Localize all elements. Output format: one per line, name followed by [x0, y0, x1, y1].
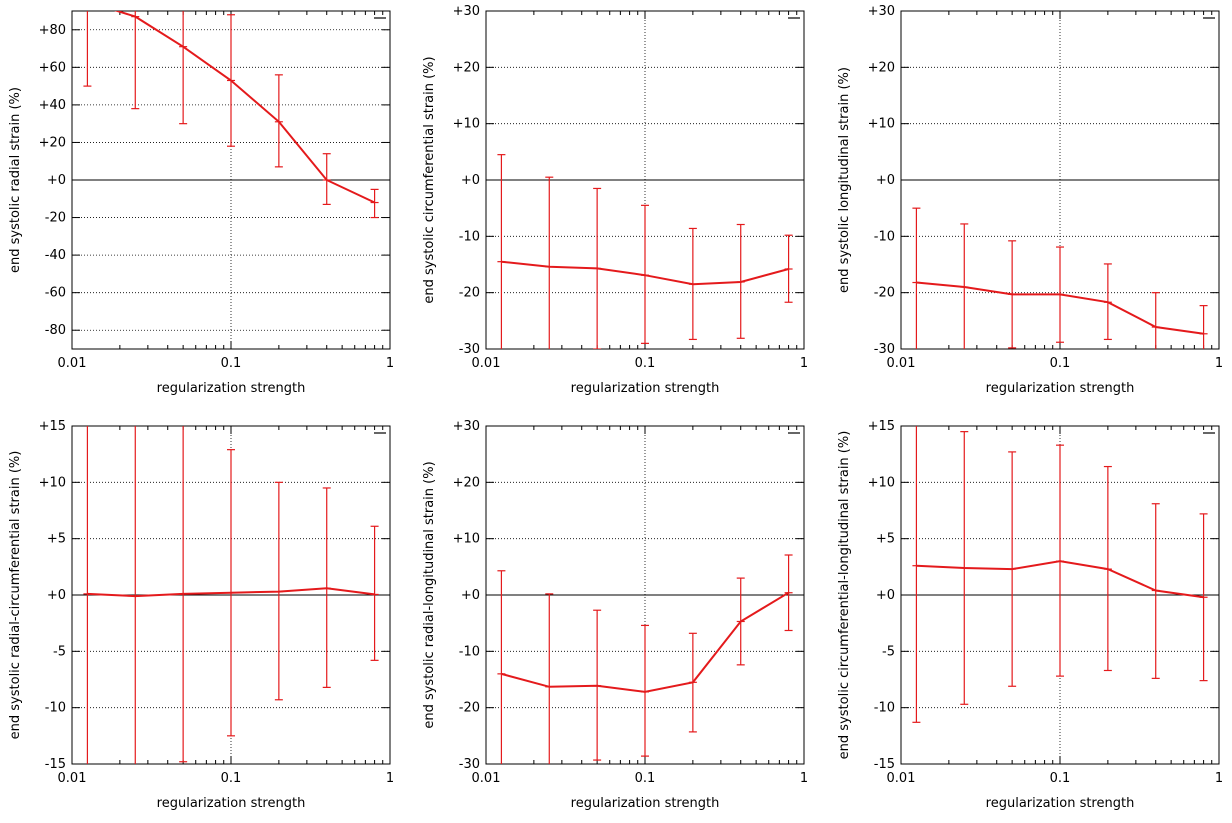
- y-tick-label: +10: [453, 532, 480, 547]
- x-axis-label: regularization strength: [571, 796, 720, 811]
- y-tick-label: -30: [459, 757, 480, 772]
- y-tick-label: +0: [47, 588, 66, 603]
- x-tick-label: 1: [1215, 356, 1223, 371]
- x-axis-label: regularization strength: [986, 796, 1135, 811]
- x-tick-label: 1: [386, 356, 394, 371]
- series-group: [83, 426, 379, 764]
- y-tick-label: +20: [868, 60, 895, 75]
- y-tick-label: +10: [453, 117, 480, 132]
- x-tick-label: 0.01: [472, 771, 501, 786]
- y-tick-label: +0: [461, 173, 480, 188]
- series-line: [916, 560, 1204, 599]
- y-tick-label: +80: [39, 23, 66, 38]
- x-tick-label: 1: [386, 771, 394, 786]
- y-tick-label: +15: [39, 419, 66, 434]
- y-axis-label: end systolic circumferential-longitudina…: [837, 431, 852, 760]
- y-tick-label: +5: [47, 532, 66, 547]
- y-tick-label: -80: [45, 323, 66, 338]
- chart-panel-3: -30 -20 -10 +0 +10 +20 +30 0.01 0.1 1 regularizati…: [837, 4, 1223, 396]
- y-tick-label: -30: [874, 342, 895, 357]
- y-tick-label: -10: [459, 644, 480, 659]
- series-group: [912, 207, 1208, 349]
- x-tick-label: 0.1: [635, 356, 656, 371]
- x-axis-label: regularization strength: [157, 796, 306, 811]
- y-tick-label: -20: [874, 286, 895, 301]
- x-tick-label: 1: [800, 771, 808, 786]
- y-tick-label: -10: [874, 229, 895, 244]
- x-tick-label: 0.1: [635, 771, 656, 786]
- series-line: [114, 11, 376, 204]
- chart-panel-1: -80 -60 -40 -20 +0 +20 +40 +60 +80 0.01 0.1 1 regula…: [8, 10, 394, 396]
- y-tick-label: -30: [459, 342, 480, 357]
- y-tick-label: -20: [459, 286, 480, 301]
- x-tick-label: 0.1: [221, 771, 242, 786]
- y-tick-label: +10: [868, 117, 895, 132]
- x-tick-label: 0.1: [1050, 356, 1071, 371]
- y-tick-label: +20: [453, 60, 480, 75]
- y-tick-label: -10: [874, 701, 895, 716]
- y-axis-label: end systolic circumferential strain (%): [422, 56, 437, 303]
- x-tick-label: 1: [1215, 771, 1223, 786]
- y-tick-label: +20: [453, 475, 480, 490]
- y-tick-label: +0: [47, 173, 66, 188]
- x-tick-label: 0.01: [887, 356, 916, 371]
- x-axis-label: regularization strength: [986, 381, 1135, 396]
- x-axis-label: regularization strength: [157, 381, 306, 396]
- chart-panel-4: -15 -10 -5 +0 +5 +10 +15 0.01 0.1 1 regularization…: [8, 419, 394, 811]
- series-line: [87, 587, 375, 598]
- series-line: [916, 281, 1204, 335]
- y-tick-label: -40: [45, 248, 66, 263]
- series-group: [497, 154, 793, 349]
- chart-panel-5: -30 -20 -10 +0 +10 +20 +30 0.01 0.1 1 regularizati…: [422, 419, 808, 811]
- y-tick-label: +0: [876, 173, 895, 188]
- series-line: [501, 591, 790, 693]
- series-line: [501, 260, 789, 286]
- y-tick-label: +60: [39, 60, 66, 75]
- y-tick-label: -15: [45, 757, 66, 772]
- y-tick-label: +30: [868, 4, 895, 19]
- y-tick-label: +20: [39, 135, 66, 150]
- y-tick-label: +0: [461, 588, 480, 603]
- x-tick-label: 0.01: [58, 771, 87, 786]
- x-tick-label: 0.1: [1050, 771, 1071, 786]
- x-tick-label: 0.01: [472, 356, 501, 371]
- y-tick-label: -5: [882, 644, 895, 659]
- y-tick-label: -5: [53, 644, 66, 659]
- y-tick-label: -15: [874, 757, 895, 772]
- y-tick-label: -10: [45, 701, 66, 716]
- chart-panel-6: -15 -10 -5 +0 +5 +10 +15 0.01 0.1 1 regularization…: [837, 419, 1223, 811]
- y-tick-label: +40: [39, 98, 66, 113]
- y-tick-label: -20: [45, 211, 66, 226]
- y-tick-label: +30: [453, 4, 480, 19]
- y-tick-label: +15: [868, 419, 895, 434]
- y-axis-label: end systolic radial strain (%): [8, 87, 23, 273]
- y-axis-label: end systolic longitudinal strain (%): [837, 67, 852, 293]
- y-tick-label: +30: [453, 419, 480, 434]
- x-tick-label: 0.01: [58, 356, 87, 371]
- y-tick-label: -60: [45, 286, 66, 301]
- series-group: [83, 11, 379, 219]
- series-group: [912, 426, 1208, 723]
- y-tick-label: +10: [39, 475, 66, 490]
- x-tick-label: 0.01: [887, 771, 916, 786]
- y-tick-label: -20: [459, 701, 480, 716]
- x-axis-label: regularization strength: [571, 381, 720, 396]
- chart-panel-2: -30 -20 -10 +0 +10 +20 +30 0.01 0.1 1 regularizati…: [422, 4, 808, 396]
- x-tick-label: 0.1: [221, 356, 242, 371]
- y-tick-label: -10: [459, 229, 480, 244]
- y-tick-label: +10: [868, 475, 895, 490]
- x-tick-label: 1: [800, 356, 808, 371]
- series-group: [497, 554, 793, 764]
- y-tick-label: +5: [876, 532, 895, 547]
- y-axis-label: end systolic radial-longitudinal strain …: [422, 461, 437, 728]
- y-tick-label: +0: [876, 588, 895, 603]
- y-axis-label: end systolic radial-circumferential stra…: [8, 451, 23, 740]
